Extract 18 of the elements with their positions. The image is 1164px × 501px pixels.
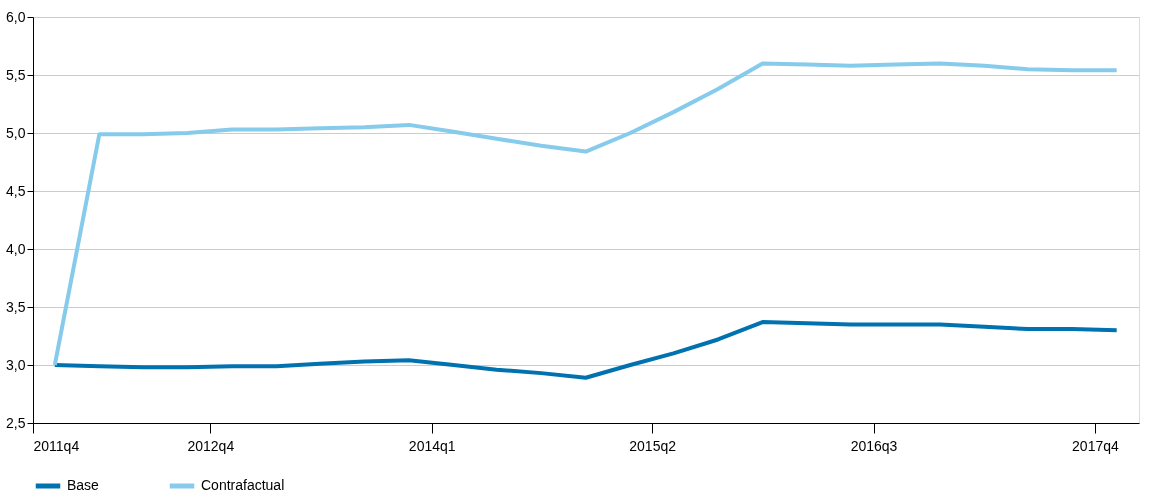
x-tick-label: 2012q4	[187, 437, 235, 454]
y-tick-label: 4,5	[6, 182, 26, 199]
y-tick-label: 3,0	[6, 356, 26, 373]
legend-label: Base	[67, 477, 100, 493]
y-tick-label: 2,5	[6, 414, 26, 431]
line-series	[52, 61, 1119, 367]
y-tick-label: 4,0	[6, 240, 26, 257]
x-tick-label: 2015q2	[629, 437, 677, 454]
x-tick-label: 2017q4	[1072, 437, 1119, 454]
x-tick-label: 2016q3	[850, 437, 898, 454]
x-tick-label: 2014q1	[408, 437, 456, 454]
y-tick-label: 6,0	[6, 8, 26, 25]
legend-label: Contrafactual	[201, 477, 285, 493]
y-tick-label: 3,5	[6, 298, 26, 315]
line-series	[52, 320, 1119, 380]
y-tick-label: 5,0	[6, 124, 26, 141]
y-tick-label: 5,5	[6, 66, 26, 83]
x-tick-label: 2011q4	[33, 437, 80, 454]
